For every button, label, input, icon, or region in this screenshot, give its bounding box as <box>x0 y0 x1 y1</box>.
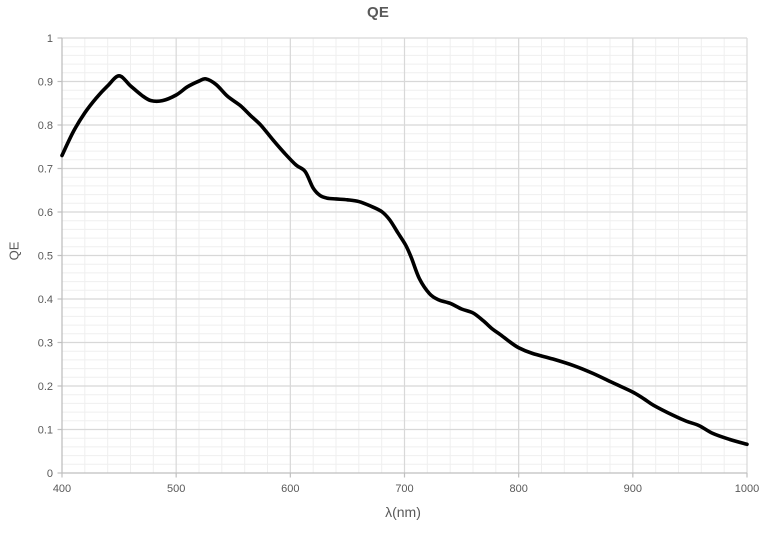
x-tick-label: 900 <box>624 483 642 495</box>
x-tick-labels: 400 500 600 700 800 900 1000 <box>53 483 759 495</box>
qe-curve <box>60 74 749 447</box>
tick-marks <box>57 37 748 478</box>
x-tick-label: 700 <box>395 483 413 495</box>
qe-series-line <box>60 74 749 447</box>
major-gridlines <box>62 37 748 473</box>
y-tick-label: 0.4 <box>38 294 53 306</box>
x-tick-label: 800 <box>509 483 527 495</box>
x-tick-label: 500 <box>167 483 185 495</box>
chart-title: QE <box>366 4 390 21</box>
y-tick-label: 1 <box>47 33 53 45</box>
y-tick-label: 0.9 <box>38 77 53 89</box>
y-tick-label: 0.2 <box>38 381 53 393</box>
y-tick-label: 0.5 <box>38 251 53 263</box>
x-axis-title: λ(nm) <box>385 504 421 520</box>
y-tick-label: 0.3 <box>38 338 53 350</box>
y-axis-title: QE <box>6 241 22 261</box>
y-tick-labels: 0 0.1 0.2 0.3 0.4 0.5 0.6 0.7 0.8 0.9 1 <box>38 33 53 480</box>
y-tick-label: 0 <box>47 468 53 480</box>
x-tick-label: 400 <box>53 483 71 495</box>
y-tick-label: 0.8 <box>38 120 53 132</box>
x-tick-label: 1000 <box>735 483 759 495</box>
y-tick-label: 0.6 <box>38 207 53 219</box>
y-tick-label: 0.7 <box>38 164 53 176</box>
x-tick-label: 600 <box>281 483 299 495</box>
y-tick-label: 0.1 <box>38 425 53 437</box>
